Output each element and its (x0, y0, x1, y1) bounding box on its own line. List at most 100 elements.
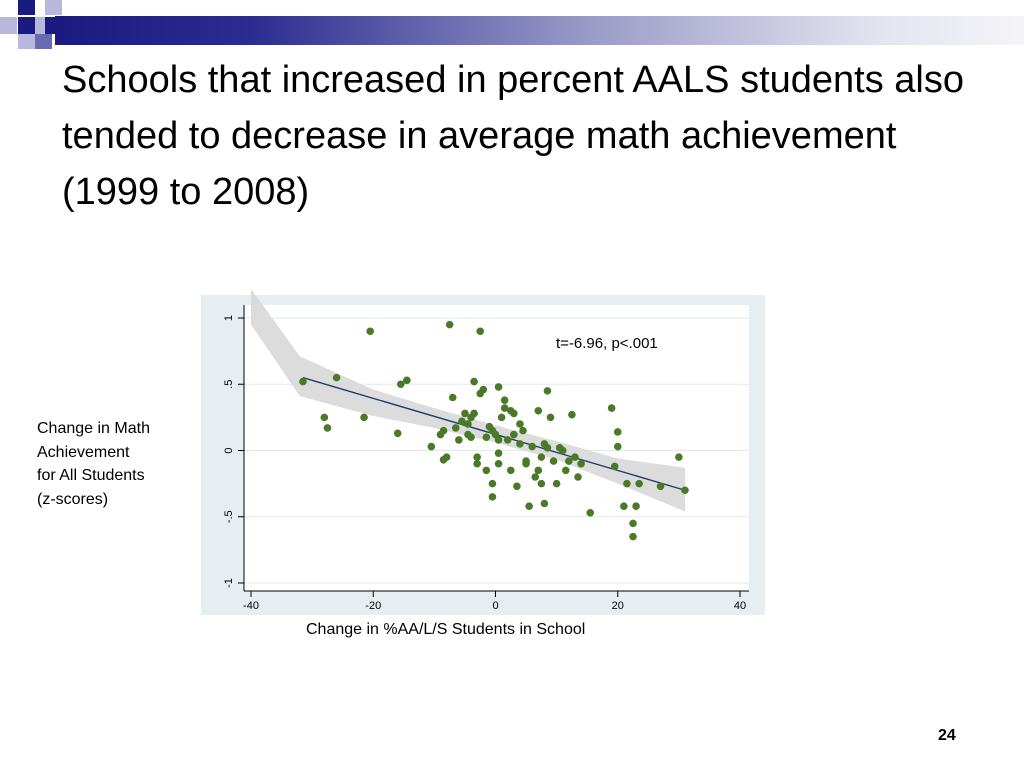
data-point (568, 410, 576, 419)
data-point (546, 413, 555, 422)
data-point (470, 377, 478, 386)
data-point (543, 444, 552, 452)
data-point (332, 373, 341, 382)
decorative-square (35, 34, 52, 49)
data-point (613, 428, 622, 436)
data-point (403, 376, 411, 385)
data-point (323, 424, 332, 432)
data-point (540, 499, 549, 508)
data-point (494, 449, 503, 457)
data-point (537, 453, 546, 461)
data-point (681, 486, 689, 495)
decorative-square (18, 17, 35, 34)
x-axis-label: Change in %AA/L/S Students in School (306, 621, 586, 638)
data-point (479, 385, 488, 394)
data-point (510, 430, 518, 439)
data-point (522, 459, 530, 468)
data-point (534, 406, 543, 415)
data-point (442, 453, 451, 461)
data-point (439, 426, 448, 435)
data-point (396, 380, 405, 389)
data-point (427, 442, 436, 451)
data-point (516, 440, 524, 448)
data-point (448, 393, 457, 402)
decorative-square (45, 0, 62, 15)
data-point (458, 417, 466, 426)
data-point (470, 409, 478, 418)
data-point (531, 473, 540, 481)
decorative-square (18, 0, 35, 15)
title-accent-bar (55, 16, 1024, 45)
data-point (574, 473, 582, 481)
y-tick-label: -.5 (223, 510, 235, 523)
x-tick-label: 0 (492, 600, 498, 612)
x-tick-label: -20 (365, 600, 381, 612)
data-point (549, 457, 558, 465)
data-point (516, 420, 524, 428)
data-point (320, 413, 329, 422)
data-point (455, 436, 463, 444)
x-tick-label: 40 (734, 600, 746, 612)
data-point (503, 436, 512, 444)
data-point (537, 479, 546, 488)
data-point (461, 409, 469, 418)
data-point (610, 462, 619, 471)
data-point (629, 532, 637, 541)
slide-title: Schools that increased in percent AALS s… (62, 59, 964, 213)
data-point (482, 466, 491, 475)
data-point (607, 404, 616, 412)
data-point (675, 453, 683, 461)
y-tick-label: .5 (223, 380, 235, 389)
data-point (473, 453, 481, 461)
y-tick-label: 1 (223, 315, 235, 321)
x-tick-label: -40 (243, 600, 259, 612)
data-point (571, 453, 579, 461)
data-point (613, 442, 622, 451)
data-point (451, 424, 460, 432)
data-point (506, 466, 515, 475)
data-point (494, 459, 503, 468)
data-point (552, 479, 561, 488)
data-point (497, 413, 506, 422)
data-point (623, 479, 631, 488)
data-point (510, 409, 518, 418)
data-point (525, 502, 533, 510)
y-axis-label: Change in Math Achievement for All Stude… (37, 420, 150, 508)
data-point (565, 457, 573, 465)
data-point (494, 436, 503, 444)
y-tick-label: -1 (223, 578, 235, 588)
data-point (656, 482, 665, 491)
data-point (632, 502, 640, 510)
data-point (488, 493, 497, 501)
decorative-square (45, 17, 62, 34)
data-point (577, 459, 585, 468)
decorative-square (18, 34, 35, 49)
data-point (558, 446, 567, 455)
data-point (366, 327, 374, 336)
data-point (534, 466, 543, 475)
plot-area (244, 305, 749, 591)
data-point (629, 519, 637, 528)
data-point (586, 508, 595, 517)
data-point (473, 459, 481, 468)
data-point (445, 320, 454, 329)
data-point (482, 433, 491, 442)
data-point (488, 479, 497, 488)
stats-annotation: t=-6.96, p<.001 (556, 335, 658, 352)
data-point (528, 442, 536, 451)
data-point (561, 466, 570, 475)
x-tick-label: 20 (612, 600, 624, 612)
data-point (464, 420, 472, 428)
data-point (299, 377, 307, 386)
data-point (513, 482, 521, 491)
decorative-square (0, 17, 17, 34)
data-point (393, 429, 402, 438)
page-number: 24 (938, 727, 956, 744)
data-point (500, 396, 509, 404)
data-point (620, 502, 628, 510)
y-tick-label: 0 (223, 447, 235, 453)
data-point (543, 387, 552, 395)
data-point (519, 426, 527, 435)
data-point (500, 404, 509, 412)
